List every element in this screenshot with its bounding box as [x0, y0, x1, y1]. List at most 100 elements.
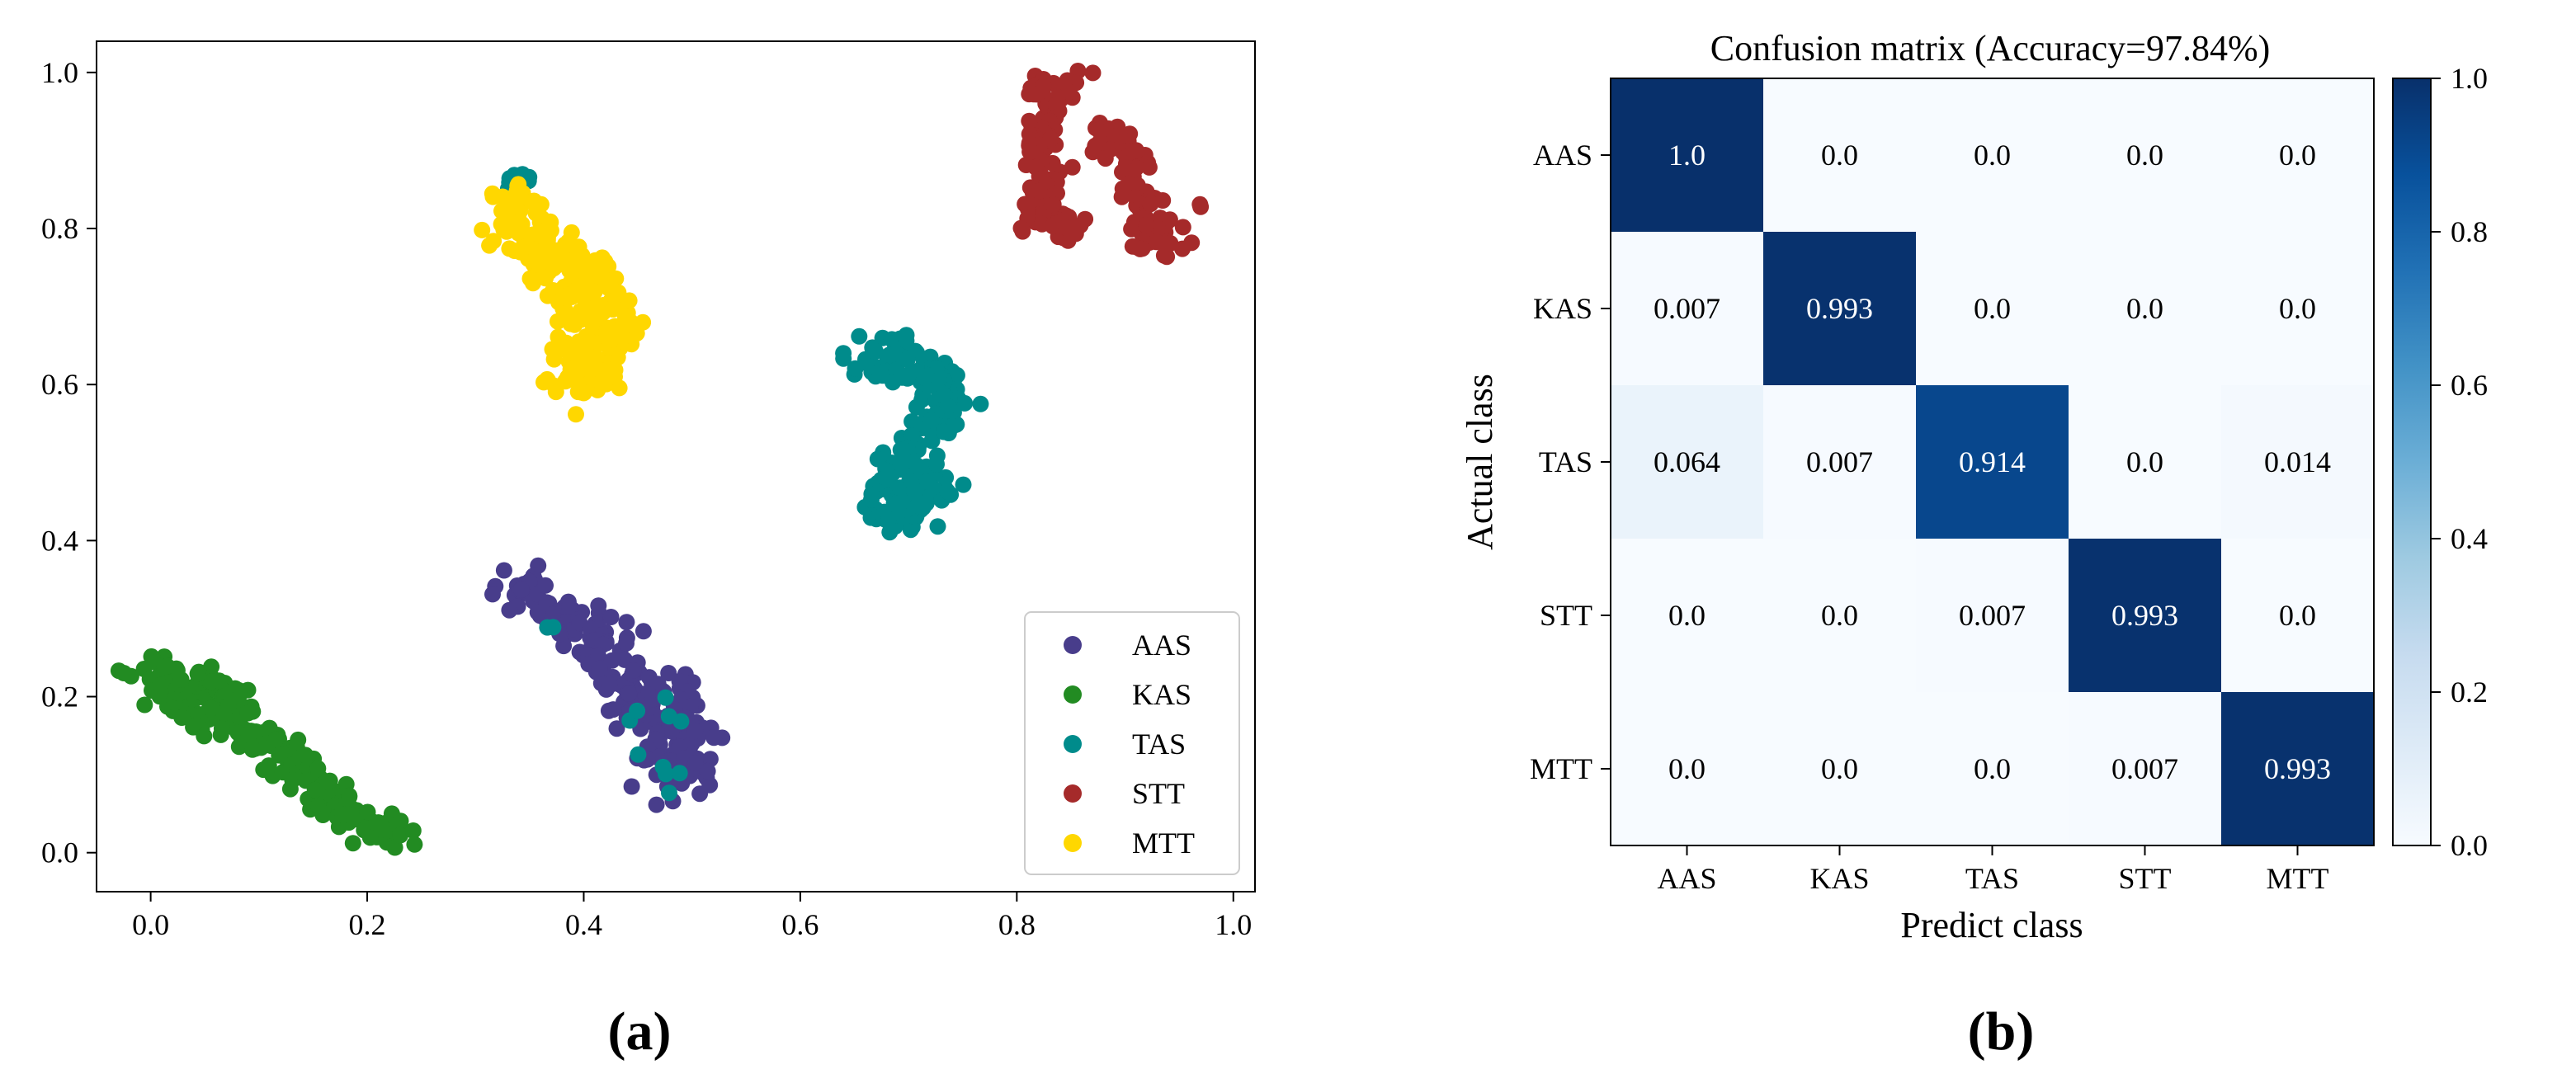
scatter-point: [512, 188, 529, 205]
scatter-point: [550, 242, 567, 259]
x-tick-label: 0.0: [132, 908, 169, 941]
cm-y-tick-label: STT: [1540, 599, 1592, 632]
scatter-point: [1091, 123, 1108, 140]
scatter-point: [935, 423, 952, 440]
cm-cell: [1763, 232, 1917, 386]
scatter-point: [484, 586, 501, 603]
scatter-point: [1097, 150, 1114, 167]
confusion-matrix-panel: Confusion matrix (Accuracy=97.84%) 1.0 0.…: [1460, 28, 2488, 1062]
scatter-point: [359, 803, 376, 821]
colorbar-tick-label: 0.8: [2451, 215, 2488, 248]
scatter-point: [686, 754, 704, 771]
colorbar: [2392, 78, 2432, 846]
scatter-point: [851, 327, 868, 345]
scatter-point: [1127, 142, 1144, 159]
scatter-point: [575, 384, 592, 402]
scatter-point: [1012, 219, 1030, 237]
scatter-point: [616, 307, 634, 324]
scatter-point: [654, 758, 672, 775]
scatter-panel: 0.0 0.2 0.4 0.6 0.8 1.0 0.0 0.2 0.4 0.6 0.8 1.0 AA…: [41, 40, 1256, 1062]
scatter-point: [213, 719, 230, 737]
scatter-point: [568, 370, 585, 388]
cm-cell: [2221, 692, 2375, 846]
series-mtt: [474, 176, 652, 423]
scatter-point: [956, 394, 974, 412]
cm-cell-label: 0.064: [1654, 445, 1720, 478]
cm-cell: [1916, 692, 2069, 846]
legend-marker-aas: [1064, 636, 1082, 654]
cm-cell: [1916, 232, 2069, 386]
scatter-point: [883, 331, 900, 348]
cm-y-axis: AAS KAS TAS STT MTT: [1530, 139, 1611, 785]
cm-cell: [2221, 385, 2375, 539]
scatter-point: [601, 676, 618, 693]
scatter-point: [863, 486, 880, 502]
cm-y-tick-label: MTT: [1530, 752, 1592, 785]
scatter-point: [672, 713, 690, 730]
scatter-point: [948, 366, 965, 384]
cm-y-tick-label: KAS: [1533, 292, 1592, 325]
cm-cell-label: 0.007: [1654, 292, 1720, 325]
colorbar-tick-label: 1.0: [2451, 62, 2488, 95]
scatter-point: [618, 614, 635, 631]
scatter-point: [939, 483, 956, 500]
scatter-point: [561, 598, 578, 615]
cm-cell: [1916, 385, 2069, 539]
scatter-points: [110, 63, 1210, 856]
cm-cell: [1611, 78, 1764, 233]
scatter-point: [891, 459, 908, 475]
scatter-point: [136, 696, 153, 714]
scatter-point: [940, 398, 956, 415]
cm-cell: [1916, 539, 2069, 693]
cm-cell: [2221, 78, 2375, 233]
scatter-point: [1047, 97, 1064, 114]
scatter-y-axis: 0.0 0.2 0.4 0.6 0.8 1.0: [41, 56, 97, 869]
scatter-point: [158, 657, 176, 675]
scatter-point: [922, 412, 940, 429]
cm-cell-label: 0.0: [1974, 752, 2011, 785]
scatter-point: [196, 728, 213, 745]
cm-cell: [1763, 692, 1917, 846]
scatter-point: [474, 221, 491, 238]
scatter-point: [565, 252, 583, 269]
scatter-point: [173, 709, 191, 726]
cm-cell-label: 0.0: [2126, 445, 2163, 478]
scatter-x-axis: 0.0 0.2 0.4 0.6 0.8 1.0: [132, 892, 1252, 941]
scatter-point: [1174, 219, 1191, 236]
scatter-point: [306, 781, 323, 798]
scatter-point: [1084, 64, 1102, 82]
cm-cell-label: 0.014: [2264, 445, 2331, 478]
colorbar-axis: 0.0 0.2 0.4 0.6 0.8 1.0: [2431, 62, 2488, 862]
scatter-point: [544, 341, 561, 358]
scatter-point: [885, 374, 902, 391]
legend-marker-kas: [1064, 685, 1082, 704]
cm-cell: [1916, 78, 2069, 233]
scatter-point: [600, 702, 617, 719]
scatter-point: [608, 720, 625, 737]
scatter-point: [1131, 240, 1149, 257]
scatter-point: [929, 518, 946, 535]
scatter-point: [1059, 232, 1077, 249]
scatter-point: [583, 284, 601, 301]
scatter-point: [116, 665, 133, 681]
scatter-point: [899, 351, 916, 368]
cm-cell-label: 0.0: [1974, 139, 2011, 172]
scatter-point: [495, 562, 512, 579]
scatter-point: [1148, 233, 1165, 251]
cm-y-tick-label: AAS: [1533, 139, 1592, 172]
cm-cell: [2221, 232, 2375, 386]
y-tick-label: 1.0: [41, 56, 78, 89]
scatter-point: [210, 672, 228, 690]
cm-cell: [1763, 78, 1917, 233]
scatter-point: [591, 660, 608, 677]
legend-marker-tas: [1064, 735, 1082, 753]
y-tick-label: 0.6: [41, 368, 78, 401]
cm-y-label: Actual class: [1460, 374, 1500, 550]
scatter-point: [512, 581, 530, 598]
scatter-point: [539, 229, 556, 246]
scatter-point: [545, 619, 562, 636]
series-stt: [1012, 63, 1210, 266]
scatter-point: [1045, 196, 1062, 213]
scatter-point: [309, 760, 327, 777]
cm-cell: [2069, 385, 2222, 539]
